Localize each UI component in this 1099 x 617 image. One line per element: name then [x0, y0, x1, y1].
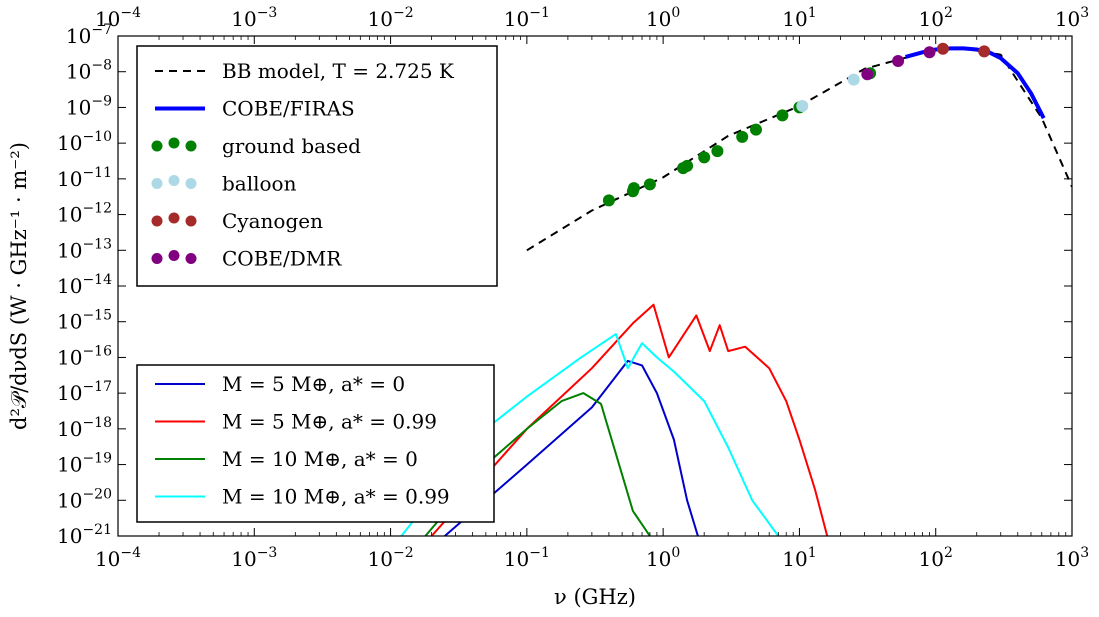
legend-label-1-2: M = 10 M⊕, a* = 0: [222, 447, 418, 471]
series-point-4-0: [936, 42, 949, 55]
legend-marker-0-3-0: [151, 178, 163, 189]
series-point-3-0: [796, 100, 809, 112]
series-line-1: [904, 46, 1046, 120]
legend-marker-0-5-0: [151, 253, 163, 264]
x-top-tick-label-0: 10−4: [95, 5, 141, 31]
y-tick-label-9: 10−16: [57, 343, 112, 369]
series-point-5-0: [861, 68, 874, 81]
y-tick-label-13: 10−20: [57, 486, 112, 512]
x-tick-label-0: 10−4: [95, 545, 141, 571]
legend-label-0-2: ground based: [222, 134, 361, 158]
legend-box-0: [136, 45, 498, 287]
y-tick-label-11: 10−18: [57, 415, 112, 441]
legend-marker-0-2-2: [185, 140, 197, 152]
y-tick-label-8: 10−15: [57, 308, 112, 334]
y-tick-label-7: 10−14: [57, 272, 112, 298]
series-point-2-8: [736, 130, 749, 143]
y-tick-label-3: 10−10: [57, 129, 112, 155]
series-point-2-0: [602, 194, 615, 207]
legend-marker-0-4-1: [168, 212, 180, 224]
x-tick-label-3: 10−1: [504, 545, 550, 571]
x-tick-label-1: 10−3: [231, 545, 277, 571]
series-line-7: [430, 303, 829, 536]
x-top-tick-label-3: 10−1: [504, 5, 550, 31]
legend-label-0-3: balloon: [222, 172, 297, 196]
series-point-5-2: [923, 46, 936, 59]
legend-marker-0-5-2: [185, 253, 197, 264]
series-point-2-6: [698, 151, 711, 164]
y-tick-label-1: 10−8: [66, 58, 112, 84]
y-tick-label-12: 10−19: [57, 451, 112, 477]
x-axis-label: ν (GHz): [554, 585, 636, 609]
legend-marker-0-5-1: [168, 250, 180, 261]
series-point-2-3: [643, 178, 656, 191]
legend-marker-0-2-1: [168, 137, 180, 149]
y-tick-label-4: 10−11: [57, 165, 112, 191]
legend-marker-0-3-1: [168, 175, 180, 186]
legends: BB model, T = 2.725 K COBE/FIRAS ground ba…: [136, 45, 498, 523]
x-top-tick-label-6: 102: [919, 5, 953, 31]
x-tick-label-2: 10−2: [368, 545, 414, 571]
x-top-tick-label-5: 101: [782, 5, 816, 31]
legend-label-0-1: COBE/FIRAS: [222, 97, 355, 121]
x-tick-label-7: 103: [1055, 545, 1089, 571]
y-tick-label-5: 10−12: [57, 201, 112, 227]
x-tick-label-4: 100: [646, 545, 680, 571]
legend-label-0-4: Cyanogen: [222, 209, 323, 233]
series-point-2-9: [750, 123, 762, 136]
series-point-3-1: [847, 73, 860, 86]
series-line-0: [526, 47, 1072, 252]
legend-label-1-0: M = 5 M⊕, a* = 0: [222, 372, 405, 396]
series-point-4-1: [978, 45, 991, 58]
series-point-2-10: [776, 109, 789, 122]
axis-ticks: 10−4 10−4 10−3 10−3 10−2 10−2 10−1 10−1 100 100 10…: [57, 5, 1089, 571]
series-line-8: [424, 392, 651, 536]
legend-marker-0-4-2: [185, 215, 197, 227]
legend-marker-0-4-0: [151, 215, 163, 227]
legend-marker-0-3-2: [185, 178, 197, 189]
legend-label-1-3: M = 10 M⊕, a* = 0.99: [222, 485, 450, 509]
series-point-2-7: [711, 145, 724, 158]
series-point-2-5: [681, 159, 694, 172]
legend-label-0-5: COBE/DMR: [222, 247, 342, 271]
legend-marker-0-2-0: [151, 140, 163, 152]
y-axis-label: d²𝒫/dνdS (W · GHz⁻¹ · m⁻²): [7, 142, 31, 430]
series-point-2-2: [627, 182, 640, 195]
x-top-tick-label-4: 100: [646, 5, 680, 31]
series-line-6: [444, 359, 699, 536]
series-point-5-1: [892, 55, 905, 67]
x-top-tick-label-2: 10−2: [368, 5, 414, 31]
x-tick-label-6: 102: [919, 545, 953, 571]
legend-label-0-0: BB model, T = 2.725 K: [222, 59, 455, 83]
series-line-9: [400, 333, 780, 536]
plot-area: [400, 42, 1072, 536]
legend-label-1-1: M = 5 M⊕, a* = 0.99: [222, 410, 437, 434]
x-top-tick-label-7: 103: [1055, 5, 1089, 31]
y-tick-label-14: 10−21: [57, 522, 112, 548]
x-tick-label-5: 101: [782, 545, 816, 571]
x-top-tick-label-1: 10−3: [231, 5, 277, 31]
y-tick-label-0: 10−7: [66, 22, 112, 48]
y-tick-label-2: 10−9: [66, 93, 112, 119]
y-tick-label-10: 10−17: [57, 379, 112, 405]
y-tick-label-6: 10−13: [57, 236, 112, 262]
